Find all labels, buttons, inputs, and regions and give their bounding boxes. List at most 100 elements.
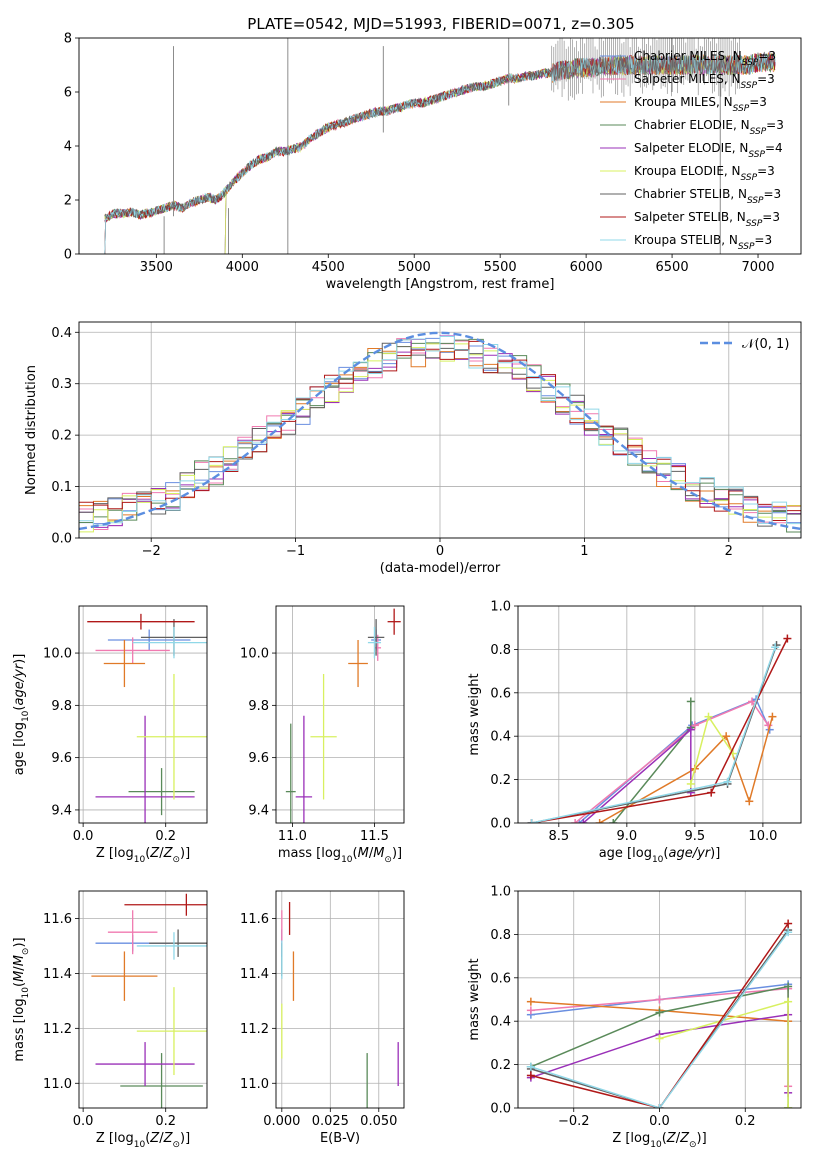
data-point — [387, 608, 401, 635]
panel-spectrum: 3500 4000 4500 5000 5500 6000 6500 7000 0 2 4 6 8 wav… — [64, 32, 802, 292]
x-axis-label: age [log10(age/yr)] — [599, 846, 721, 865]
tick-label-y: 0.1 — [51, 480, 72, 495]
x-axis-label: Z [log10(Z/Z⊙)] — [612, 1131, 706, 1150]
label-part: Normed distribution — [24, 365, 39, 495]
tick-label-x: 0.025 — [312, 1114, 349, 1129]
label-part: =4 — [765, 141, 783, 155]
panel-age-vs-Z: 0.0 0.29.49.69.810.0Z [log10(Z/Z⊙)]age [l… — [12, 605, 208, 865]
tick-label-x: 5500 — [484, 260, 517, 275]
legend-entry: Chabrier ELODIE, NSSP=3 — [634, 118, 784, 137]
tick-label-y: 0.3 — [51, 377, 72, 392]
label-part: / — [159, 1131, 164, 1146]
label-part: SSP — [741, 81, 758, 91]
data-point — [87, 613, 195, 630]
tick-label-y: 0.4 — [490, 1015, 511, 1030]
label-part: SSP — [742, 58, 759, 68]
plot-area — [104, 38, 776, 254]
weight-marker — [571, 819, 580, 823]
panel-mass-vs-Z: 0.0 0.211.011.211.411.6Z [log10(Z/Z⊙)]mas… — [12, 890, 208, 1150]
label-part: =3 — [754, 233, 772, 247]
tick-label-x: 0.050 — [360, 1114, 397, 1129]
tick-label-x: 0 — [436, 544, 444, 559]
label-part: )] — [12, 937, 27, 947]
weight-series-line — [530, 931, 789, 1108]
label-part: / — [12, 966, 27, 971]
ticks: 3500 4000 4500 5000 5500 6000 6500 7000 0 2 4 6 8 — [64, 32, 775, 276]
data-point — [367, 626, 382, 659]
tick-label-y: 0.8 — [490, 928, 511, 943]
tick-label-y: 9.6 — [248, 751, 269, 766]
weight-marker — [784, 1104, 793, 1108]
tick-label-x: 0.2 — [155, 829, 176, 844]
tick-label-y: 1.0 — [490, 600, 511, 615]
legend-entry: Salpeter STELIB, NSSP=3 — [634, 210, 780, 229]
tick-label-x: 0.0 — [649, 1114, 670, 1129]
label-part: Z [log — [612, 1131, 650, 1146]
tick-label-x: 4500 — [312, 260, 345, 275]
data-point — [132, 626, 207, 659]
weight-marker — [784, 997, 793, 1006]
tick-label-y: 0.4 — [51, 326, 72, 341]
label-part: =3 — [758, 49, 776, 63]
label-part: Z — [163, 846, 174, 861]
figure-title: PLATE=0542, MJD=51993, FIBERID=0071, z=0… — [247, 15, 634, 33]
tick-label-x: 11.5 — [360, 829, 389, 844]
weight-marker — [745, 797, 754, 806]
weight-marker — [579, 819, 588, 823]
tick-label-y: 0.0 — [51, 532, 72, 547]
tick-label-y: 6 — [64, 86, 72, 101]
legend-entry: Kroupa STELIB, NSSP=3 — [634, 233, 772, 252]
data-point — [285, 723, 296, 823]
label-part: ( — [12, 706, 27, 711]
label-part: mass weight — [467, 673, 482, 755]
tick-label-y: 10.0 — [240, 647, 269, 662]
panel-weight-vs-Z: −0.2 0.0 0.20.00.20.40.60.81.0Z [log10(Z/Z… — [467, 885, 802, 1150]
label-part: Chabrier ELODIE, N — [634, 118, 750, 132]
data-point — [107, 910, 158, 955]
weight-marker — [783, 634, 792, 643]
tick-label-y: 9.4 — [51, 803, 72, 818]
plot-area — [79, 891, 207, 1108]
ticks: 8.5 9.0 9.5 10.0 0.0 0.2 0.4 0.6 0.8 1.0 — [490, 600, 777, 845]
label-part: =3 — [766, 118, 784, 132]
tick-label-x: 0.000 — [263, 1114, 300, 1129]
x-axis-label: mass [log10(M/M⊙)] — [278, 846, 402, 865]
weight-marker — [526, 1062, 535, 1071]
label-part: ⊙ — [172, 855, 180, 865]
tick-label-x: −1 — [286, 544, 305, 559]
weight-marker — [686, 725, 695, 734]
label-part: / — [676, 1131, 681, 1146]
label-part: ( — [145, 1131, 150, 1146]
label-part: ( — [663, 846, 668, 861]
label-part: =3 — [757, 164, 775, 178]
tick-label-x: 0.0 — [73, 1114, 94, 1129]
tick-label-y: 9.8 — [248, 699, 269, 714]
label-part: (data-model)/error — [380, 561, 501, 576]
axes-frame — [78, 37, 802, 255]
tick-label-y: 9.4 — [248, 803, 269, 818]
tick-label-x: 11.0 — [278, 829, 307, 844]
label-part: age/yr — [668, 846, 711, 861]
label-part: )] — [180, 846, 190, 861]
tick-label-y: 0.0 — [490, 817, 511, 832]
tick-label-x: 6500 — [656, 260, 689, 275]
plot-area — [518, 891, 801, 1108]
legend: 𝒩(0, 1) — [700, 337, 789, 352]
ticks: 0.0 0.2 9.4 9.6 9.8 10.0 — [43, 647, 176, 844]
tick-label-x: 0.2 — [735, 1114, 756, 1129]
tick-label-y: 11.2 — [43, 1022, 72, 1037]
weight-marker — [784, 982, 793, 991]
weight-series-line — [574, 700, 769, 823]
spectrum-line — [104, 51, 776, 222]
plot-area — [79, 322, 801, 538]
label-part: / — [369, 846, 374, 861]
weight-marker — [655, 1008, 664, 1017]
weight-marker — [690, 721, 699, 730]
tick-label-y: 11.6 — [240, 912, 269, 927]
label-part: =3 — [757, 72, 775, 86]
tick-label-y: 1.0 — [490, 885, 511, 900]
label-part: age [log — [12, 722, 27, 775]
tick-label-y: 0.6 — [490, 971, 511, 986]
